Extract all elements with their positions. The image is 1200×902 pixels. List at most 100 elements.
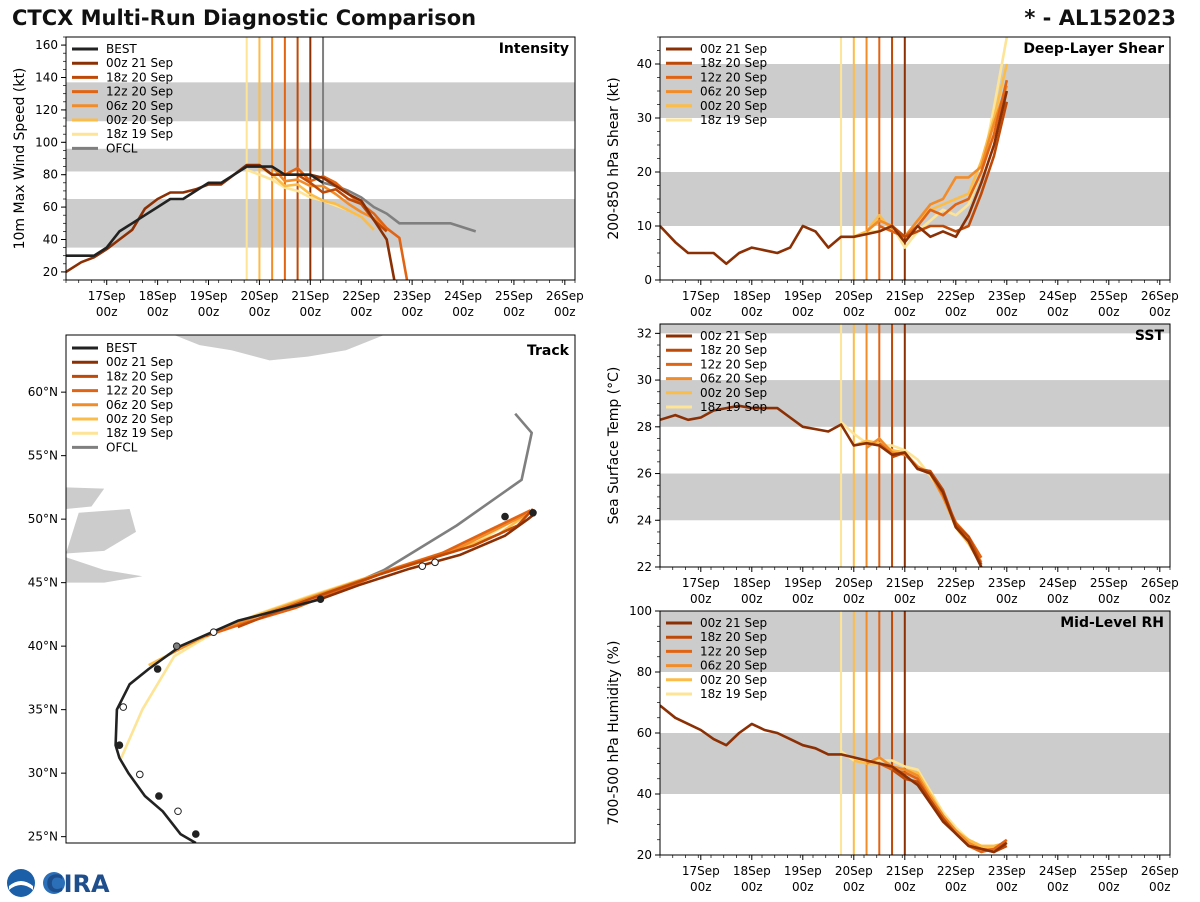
x-tick-label-hour-5: 00z [945,305,967,319]
legend-label-6: 18z 19 Sep [106,426,173,440]
x-tick-label-hour-5: 00z [945,592,967,606]
land-nova-scotia [66,557,143,583]
x-tick-label-day-6: 23Sep [988,864,1026,878]
x-tick-label-day-5: 22Sep [342,289,380,303]
legend-label-0: 00z 21 Sep [700,42,767,56]
x-tick-label-day-9: 26Sep [1141,289,1179,303]
legend-label-3: 06z 20 Sep [700,85,767,99]
y-tick-label-1: 40 [637,787,652,801]
x-tick-label-hour-7: 00z [452,305,474,319]
legend-label-1: 00z 21 Sep [106,56,173,70]
lat-tick-label-5: 50°N [28,512,58,526]
x-tick-label-hour-4: 00z [300,305,322,319]
plot-area-rh [660,611,1170,855]
y-tick-label-1: 24 [637,513,652,527]
y-tick-label-3: 28 [637,420,652,434]
shaded-band-1 [660,380,1170,427]
chart-rh: 20 40 60 80 100 17Sep 00z 18Sep 00z 19Sep 00z 20Sep… [606,604,1179,894]
series-line-00z-21-sep [660,704,1008,854]
series-line-06z-20-sep [865,85,1009,239]
y-tick-label-4: 100 [629,604,652,618]
x-tick-label-hour-3: 00z [249,305,271,319]
legend-label-7: OFCL [106,141,138,155]
x-tick-label-hour-7: 00z [1047,305,1069,319]
y-tick-label-2: 26 [637,467,652,481]
y-axis-label-shear: 200-850 hPa Shear (kt) [606,77,622,239]
panel-title-intensity: Intensity [499,41,569,57]
x-tick-label-hour-9: 00z [1149,880,1171,894]
y-tick-label-3: 80 [637,665,652,679]
x-tick-label-day-9: 26Sep [546,289,584,303]
panel-title-sst: SST [1135,328,1165,344]
legend-label-2: 12z 20 Sep [700,644,767,658]
panel-title-shear: Deep-Layer Shear [1023,41,1164,57]
legend-label-6: 18z 19 Sep [106,127,173,141]
legend-label-5: 00z 20 Sep [106,113,173,127]
x-tick-label-hour-4: 00z [894,880,916,894]
x-tick-label-hour-6: 00z [996,305,1018,319]
x-tick-label-hour-1: 00z [147,305,169,319]
y-tick-label-0: 20 [43,265,58,279]
x-tick-label-hour-1: 00z [741,880,763,894]
track-line-best [114,597,321,843]
x-tick-label-day-1: 18Sep [733,289,771,303]
x-tick-label-day-1: 18Sep [139,289,177,303]
x-tick-label-hour-3: 00z [843,880,865,894]
x-tick-label-hour-3: 00z [843,305,865,319]
x-tick-label-hour-7: 00z [1047,880,1069,894]
lat-tick-label-4: 45°N [28,576,58,590]
x-tick-label-day-6: 23Sep [988,289,1026,303]
x-tick-label-day-4: 21Sep [291,289,329,303]
y-tick-label-7: 160 [35,38,58,52]
x-tick-label-day-7: 24Sep [1039,576,1077,590]
x-tick-label-hour-5: 00z [350,305,372,319]
x-tick-label-hour-1: 00z [741,305,763,319]
series-line-00z-20-sep [258,165,375,231]
chart-shear: 0 10 20 30 40 17Sep 00z 18Sep 00z 19Sep 00z 20Sep 00… [606,36,1179,319]
x-tick-label-day-0: 17Sep [682,864,720,878]
legend-label-0: BEST [106,42,137,56]
x-tick-label-day-2: 19Sep [190,289,228,303]
lat-tick-label-1: 30°N [28,766,58,780]
y-tick-label-2: 60 [43,200,58,214]
chart-sst: 22 24 26 28 30 32 17Sep 00z 18Sep 00z 19Sep 00z 20Se… [606,323,1179,606]
track-position-marker-13 [529,509,537,517]
x-tick-label-day-9: 26Sep [1141,864,1179,878]
x-tick-label-day-1: 18Sep [733,576,771,590]
x-tick-label-hour-8: 00z [1098,880,1120,894]
x-tick-label-day-9: 26Sep [1141,576,1179,590]
x-tick-label-day-6: 23Sep [393,289,431,303]
track-position-marker-5 [119,703,128,711]
legend-label-5: 18z 19 Sep [700,113,767,127]
lat-tick-label-6: 55°N [28,449,58,463]
legend-label-5: 00z 20 Sep [106,412,173,426]
x-tick-label-hour-6: 00z [996,880,1018,894]
track-position-marker-1 [174,807,182,816]
x-tick-label-day-3: 20Sep [835,576,873,590]
legend-label-4: 00z 20 Sep [700,673,767,687]
x-tick-label-day-0: 17Sep [682,289,720,303]
x-tick-label-hour-4: 00z [894,592,916,606]
x-tick-label-day-0: 17Sep [682,576,720,590]
x-tick-label-hour-2: 00z [792,880,814,894]
lat-tick-label-0: 25°N [28,830,58,844]
shaded-band-1 [66,148,575,172]
x-tick-label-hour-8: 00z [503,305,525,319]
y-tick-label-5: 32 [637,326,652,340]
x-tick-label-day-0: 17Sep [88,289,126,303]
land-labrador [66,487,105,509]
panel-title-track: Track [527,343,570,359]
y-tick-label-1: 10 [637,219,652,233]
plot-area-shear [660,37,1170,280]
x-tick-label-day-8: 25Sep [1090,576,1128,590]
map-area [66,335,537,843]
track-line-ofcl [319,412,534,600]
shaded-band-0 [660,473,1170,521]
shaded-band-0 [660,733,1170,794]
chart-track: 25°N 30°N 35°N 40°N 45°N 50°N 55°N 60°N Track BES… [28,334,576,844]
x-tick-label-day-8: 25Sep [1090,864,1128,878]
shaded-band-2 [66,82,575,122]
